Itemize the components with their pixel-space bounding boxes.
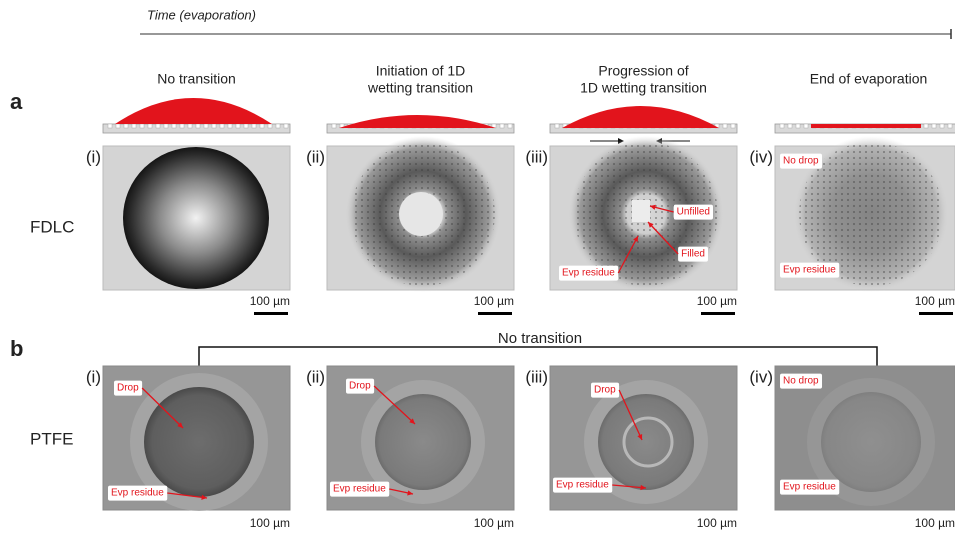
timeline-label: Time (evaporation) <box>147 7 256 22</box>
pillar-gap <box>731 124 735 128</box>
pillar-gap <box>284 124 288 128</box>
scale-bar <box>701 312 735 315</box>
scale-label: 100 µm <box>697 516 737 530</box>
annotation: Drop <box>349 381 371 392</box>
column-header: 1D wetting transition <box>580 80 707 96</box>
pillar-gap <box>276 124 280 128</box>
wet-core <box>632 200 650 222</box>
scale-label: 100 µm <box>250 516 290 530</box>
pillar-gap <box>116 124 120 128</box>
pillar-gap <box>236 124 240 128</box>
pillar-gap <box>268 124 272 128</box>
pillar-gap <box>932 124 936 128</box>
scale-label: 100 µm <box>915 294 955 308</box>
pillar-gap <box>508 124 512 128</box>
pillar-gap <box>260 124 264 128</box>
pillar-gap <box>252 124 256 128</box>
image-label: (iv) <box>749 367 773 386</box>
annotation: Filled <box>681 249 705 260</box>
image-label: (i) <box>86 147 101 166</box>
pillar-gap <box>723 124 727 128</box>
column-header: No transition <box>157 71 236 87</box>
scale-label: 100 µm <box>697 294 737 308</box>
droplet <box>115 98 272 124</box>
pillar-gap <box>780 124 784 128</box>
pillar-gap <box>164 124 168 128</box>
annotation: Unfilled <box>677 207 710 218</box>
pillar-gap <box>228 124 232 128</box>
column-header: Progression of <box>598 63 688 79</box>
droplet <box>339 115 496 128</box>
pillar-gap <box>188 124 192 128</box>
pillar-gap <box>172 124 176 128</box>
scale-label: 100 µm <box>250 294 290 308</box>
image-label: (iii) <box>525 147 548 166</box>
pillar-gap <box>108 124 112 128</box>
annotation: Evp residue <box>783 482 836 493</box>
residue <box>811 124 921 128</box>
pillar-gap <box>212 124 216 128</box>
pillar-gap <box>796 124 800 128</box>
pillar-gap <box>148 124 152 128</box>
micrograph <box>327 136 514 292</box>
column-header: End of evaporation <box>810 71 928 87</box>
pillar-gap <box>500 124 504 128</box>
pillar-gap <box>555 124 559 128</box>
pillar-gap <box>804 124 808 128</box>
drop <box>375 394 471 490</box>
drop <box>144 387 254 497</box>
micrograph <box>103 146 290 290</box>
row-label: PTFE <box>30 429 73 448</box>
pillar-gap <box>244 124 248 128</box>
image-label: (ii) <box>306 367 325 386</box>
scale-label: 100 µm <box>915 516 955 530</box>
bracket-label: No transition <box>498 330 582 347</box>
droplet <box>562 106 719 128</box>
panel-letter: b <box>10 336 23 361</box>
annotation: Evp residue <box>783 265 836 276</box>
scale-label: 100 µm <box>474 294 514 308</box>
pillar-gap <box>788 124 792 128</box>
annotation: Evp residue <box>556 480 609 491</box>
pillar-gap <box>140 124 144 128</box>
drop <box>123 147 269 289</box>
wet-core <box>399 192 443 236</box>
annotation: No drop <box>783 156 819 167</box>
pillar-gap <box>124 124 128 128</box>
scale-bar <box>919 312 953 315</box>
annotation: Drop <box>117 383 139 394</box>
panels: No transition Initiation of 1Dwetting tra… <box>86 63 955 530</box>
pillar-gap <box>332 124 336 128</box>
pillar-gap <box>132 124 136 128</box>
annotation: No drop <box>783 376 819 387</box>
image-label: (iii) <box>525 367 548 386</box>
drop <box>598 394 694 490</box>
pillar-gap <box>220 124 224 128</box>
pillar-gap <box>948 124 952 128</box>
image-label: (ii) <box>306 147 325 166</box>
pillar-gap <box>180 124 184 128</box>
image-label: (iv) <box>749 147 773 166</box>
drop <box>821 392 921 492</box>
image-label: (i) <box>86 367 101 386</box>
pillar-gap <box>940 124 944 128</box>
pillar-gap <box>196 124 200 128</box>
annotation: Drop <box>594 385 616 396</box>
pillar-gap <box>204 124 208 128</box>
panel-letter: a <box>10 89 23 114</box>
annotation: Evp residue <box>111 488 164 499</box>
annotation: Evp residue <box>333 484 386 495</box>
scale-bar <box>478 312 512 315</box>
figure: Time (evaporation) a b FDLC PTFE No tran… <box>0 0 955 534</box>
annotation: Evp residue <box>562 268 615 279</box>
pillar-gap <box>924 124 928 128</box>
scale-bar <box>254 312 288 315</box>
column-header: Initiation of 1D <box>376 63 466 79</box>
row-label: FDLC <box>30 217 74 236</box>
scale-label: 100 µm <box>474 516 514 530</box>
pillar-gap <box>156 124 160 128</box>
column-header: wetting transition <box>367 80 473 96</box>
